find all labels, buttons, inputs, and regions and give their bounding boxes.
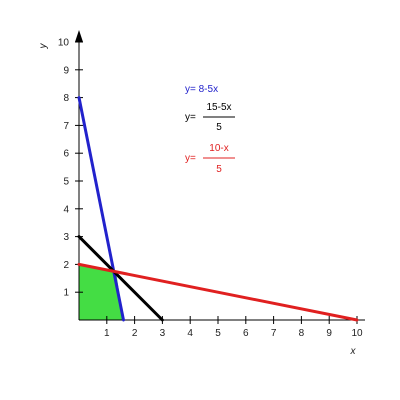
y-axis-label: y [38,43,49,50]
series-line-2 [77,235,164,322]
x-tick-label: 4 [187,328,193,339]
equation-black-denominator: 5 [216,122,222,133]
x-tick-label: 7 [271,328,277,339]
equation-red-denominator: 5 [216,164,222,175]
series-line-3 [77,262,359,322]
y-tick-label: 10 [58,38,70,49]
equation-black-numerator: 15-5x [206,102,231,113]
y-tick-label: 9 [63,65,69,76]
y-tick-label: 5 [63,177,69,188]
y-tick-label: 2 [63,260,69,271]
x-tick-label: 10 [351,328,363,339]
y-tick-label: 3 [63,232,69,243]
x-tick-label: 6 [243,328,249,339]
x-tick-label: 5 [215,328,221,339]
feasible-region [79,264,124,320]
y-tick-label: 4 [63,204,69,215]
x-tick-label: 8 [299,328,305,339]
x-tick-label: 2 [132,328,138,339]
series-line-1 [77,96,125,322]
y-tick-label: 8 [63,93,69,104]
x-axis-label: x [350,346,357,357]
equation-red-numerator: 10-x [209,143,228,154]
equation-red-prefix: y= [185,153,196,164]
y-axis-arrow [75,30,83,42]
equation-black-prefix: y= [185,112,196,123]
x-tick-label: 9 [326,328,332,339]
x-tick-label: 3 [160,328,166,339]
equation-blue: y= 8-5x [185,84,218,95]
x-tick-label: 1 [104,328,110,339]
y-tick-label: 1 [63,288,69,299]
y-tick-label: 7 [63,121,69,132]
y-tick-label: 6 [63,149,69,160]
